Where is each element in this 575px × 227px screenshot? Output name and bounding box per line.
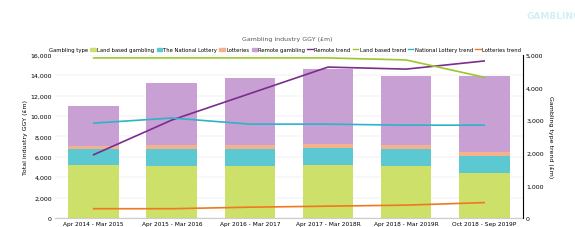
- Text: GAMBLING: GAMBLING: [527, 12, 575, 21]
- Bar: [147, 166, 197, 218]
- Bar: [224, 166, 275, 218]
- Bar: [381, 149, 431, 166]
- Bar: [459, 152, 509, 156]
- Bar: [147, 149, 197, 166]
- Bar: [68, 165, 119, 218]
- Bar: [459, 156, 509, 173]
- Bar: [224, 79, 275, 145]
- Bar: [68, 146, 119, 149]
- Bar: [381, 77, 431, 145]
- Bar: [459, 173, 509, 218]
- Bar: [302, 70, 354, 144]
- Bar: [224, 149, 275, 166]
- Text: COMMISSION: COMMISSION: [520, 31, 575, 40]
- Bar: [302, 165, 354, 218]
- Bar: [68, 149, 119, 165]
- Bar: [147, 84, 197, 145]
- Y-axis label: Total industry GGY (£m): Total industry GGY (£m): [22, 99, 28, 174]
- Bar: [381, 145, 431, 149]
- Y-axis label: Gambling type trend (£m): Gambling type trend (£m): [548, 96, 553, 178]
- Bar: [381, 166, 431, 218]
- Bar: [302, 144, 354, 148]
- Text: Gambling Industry Overview (continued): Gambling Industry Overview (continued): [7, 19, 356, 34]
- Bar: [224, 145, 275, 149]
- Text: Gambling industry GGY (£m): Gambling industry GGY (£m): [242, 37, 333, 42]
- Bar: [147, 145, 197, 149]
- Bar: [68, 106, 119, 146]
- Bar: [459, 77, 509, 152]
- Legend: Gambling type, Land based gambling, The National Lottery, Lotteries, Remote gamb: Gambling type, Land based gambling, The …: [43, 48, 521, 53]
- Bar: [302, 148, 354, 165]
